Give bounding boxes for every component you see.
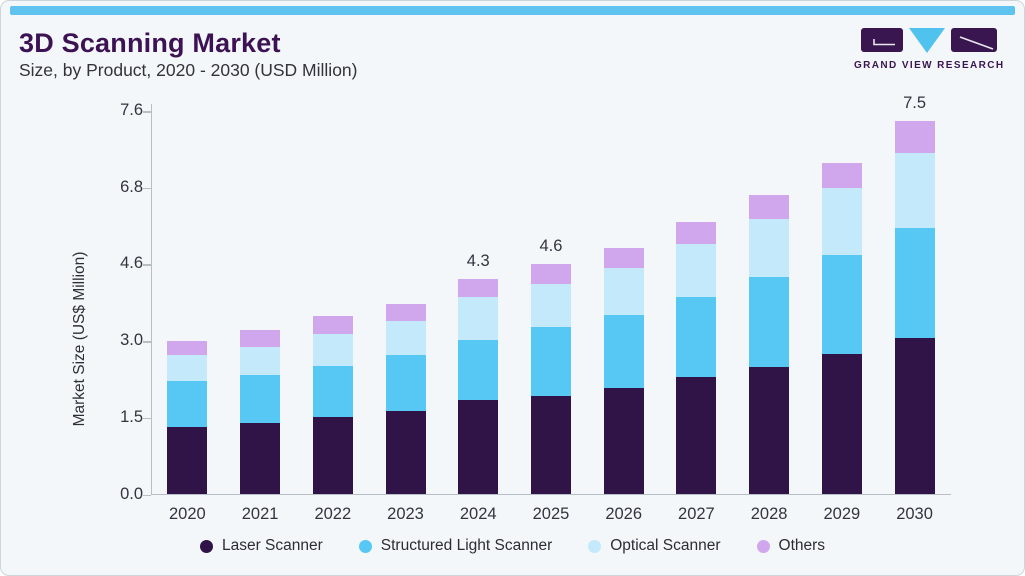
bar-2024-optical-scanner: [458, 296, 499, 341]
bar-2025-optical-scanner: [530, 283, 571, 328]
legend-label-laser-scanner: Laser Scanner: [221, 537, 323, 554]
top-accent-bar: [10, 6, 1015, 15]
bar-2025-laser-scanner: [530, 395, 571, 495]
gvr-logo-shapes: [854, 28, 1004, 54]
y-tick-mark: [143, 111, 151, 113]
bar-2028-structured-light-scanner: [749, 277, 790, 368]
x-label-2021: 2021: [241, 505, 279, 523]
chart-legend: Laser Scanner Structured Light Scanner Opt…: [1, 537, 1024, 555]
bar-2025-structured-light-scanner: [530, 327, 571, 396]
bar-2024-laser-scanner: [458, 400, 499, 495]
y-tick-label-7.6: 7.6: [120, 101, 143, 119]
bar-2022-structured-light-scanner: [312, 366, 353, 418]
x-label-2030: 2030: [896, 505, 933, 523]
y-tick-label-6.8: 6.8: [120, 177, 143, 196]
value-label-2024: 4.3: [466, 251, 490, 270]
legend-dot-laser-scanner-icon: [199, 539, 213, 553]
y-tick-label-4.6: 4.6: [120, 254, 143, 273]
bar-2023-structured-light-scanner: [385, 355, 426, 411]
y-tick-label-3.0: 3.0: [120, 331, 143, 350]
bar-2021-structured-light-scanner: [240, 374, 281, 423]
bar-2020-laser-scanner: [167, 427, 208, 495]
legend-label-optical-scanner: Optical Scanner: [610, 537, 721, 554]
bar-2030-laser-scanner: [894, 337, 935, 495]
bar-2021-others: [240, 330, 281, 347]
bar-2026-structured-light-scanner: [603, 315, 644, 388]
bar-2023-others: [385, 304, 426, 321]
bar-2021-laser-scanner: [240, 422, 281, 495]
x-label-2024: 2024: [459, 505, 497, 523]
logo-r-block-icon: [951, 28, 997, 52]
x-label-2022: 2022: [314, 505, 352, 523]
y-tick-mark: [143, 494, 151, 496]
x-label-2029: 2029: [823, 505, 861, 523]
legend-item-others: Others: [756, 537, 826, 555]
bar-2020-optical-scanner: [167, 354, 208, 382]
logo-g-block-icon: [861, 28, 903, 52]
legend-dot-structured-light-scanner-icon: [358, 539, 372, 553]
value-label-2025: 4.6: [539, 237, 563, 256]
bar-2022-laser-scanner: [312, 417, 353, 495]
bar-2024-others: [458, 278, 499, 297]
bar-2023-laser-scanner: [385, 410, 426, 495]
logo-v-triangle-icon: [909, 28, 945, 53]
legend-item-optical-scanner: Optical Scanner: [588, 537, 721, 555]
bar-2029-structured-light-scanner: [821, 254, 862, 354]
bar-2024-structured-light-scanner: [458, 340, 499, 401]
bar-2027-laser-scanner: [676, 377, 717, 495]
bar-2025-others: [530, 264, 571, 284]
y-tick-mark: [143, 264, 151, 266]
bar-2022-others: [312, 316, 353, 335]
x-label-2026: 2026: [605, 505, 643, 523]
bar-2021-optical-scanner: [240, 346, 281, 375]
logo-g-mark: [873, 39, 895, 46]
y-tick-mark: [143, 341, 151, 343]
gvr-logo: GRAND VIEW RESEARCH: [854, 28, 1004, 71]
bar-2030-structured-light-scanner: [894, 227, 935, 338]
page-subtitle: Size, by Product, 2020 - 2030 (USD Milli…: [19, 60, 358, 80]
bar-2029-others: [821, 162, 862, 189]
bar-2026-others: [603, 248, 644, 268]
legend-label-others: Others: [778, 537, 826, 554]
bar-2026-optical-scanner: [603, 267, 644, 316]
logo-wordmark: GRAND VIEW RESEARCH: [854, 60, 1005, 71]
page-title: 3D Scanning Market: [19, 28, 281, 58]
legend-label-structured-light-scanner: Structured Light Scanner: [380, 537, 553, 554]
bar-2028-others: [749, 194, 790, 219]
bar-2027-optical-scanner: [676, 243, 717, 297]
y-axis-title: Market Size (US$ Million): [71, 251, 88, 427]
x-label-2023: 2023: [387, 505, 424, 523]
bar-2030-others: [894, 120, 935, 154]
y-tick-label-1.5: 1.5: [120, 407, 143, 426]
logo-r-mark: [959, 36, 994, 50]
bar-2029-laser-scanner: [821, 353, 862, 495]
x-label-2028: 2028: [750, 505, 788, 523]
x-label-2025: 2025: [532, 505, 570, 523]
y-tick-mark: [143, 417, 151, 420]
bar-2027-structured-light-scanner: [676, 296, 717, 378]
bar-2028-optical-scanner: [749, 218, 790, 278]
bar-2023-optical-scanner: [385, 320, 426, 356]
bar-2030-optical-scanner: [894, 153, 935, 228]
legend-dot-others-icon: [756, 539, 770, 553]
x-label-2027: 2027: [678, 505, 715, 523]
y-tick-label-0.0: 0.0: [120, 484, 143, 503]
x-label-2020: 2020: [169, 505, 206, 523]
legend-item-structured-light-scanner: Structured Light Scanner: [358, 537, 553, 555]
value-label-2030: 7.5: [903, 93, 927, 112]
legend-dot-optical-scanner-icon: [588, 539, 602, 553]
bar-2022-optical-scanner: [312, 334, 353, 367]
bar-2026-laser-scanner: [603, 387, 644, 495]
legend-item-laser-scanner: Laser Scanner: [199, 537, 323, 555]
bar-2028-laser-scanner: [749, 367, 790, 495]
y-tick-mark: [143, 187, 151, 190]
bar-2027-others: [676, 222, 717, 244]
bar-2020-others: [167, 341, 208, 355]
bar-2029-optical-scanner: [821, 188, 862, 255]
bar-2020-structured-light-scanner: [167, 381, 208, 427]
